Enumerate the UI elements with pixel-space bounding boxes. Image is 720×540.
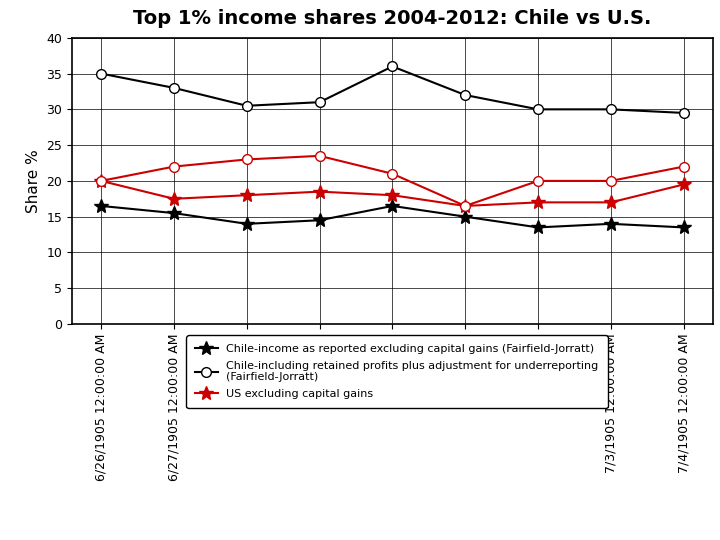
Chile-including retained profits plus adjustment for underreporting
(Fairfield-Jorratt)	[680, 110, 688, 116]
Legend: Chile-income as reported excluding capital gains (Fairfield-Jorratt), Chile-incl: Chile-income as reported excluding capit…	[186, 335, 608, 408]
Chile-income as reported excluding capital gains (Fairfield-Jorratt)	[315, 217, 324, 224]
Chile-including retained profits plus adjustment for underreporting
(Fairfield-Jorratt)	[534, 106, 542, 112]
Chile-income as reported excluding capital gains (Fairfield-Jorratt)	[606, 220, 615, 227]
Chile-including retained profits plus adjustment for underreporting
(Fairfield-Jorratt)	[170, 85, 179, 91]
Chile-including retained profits plus adjustment for underreporting
(Fairfield-Jorratt)	[606, 106, 615, 112]
US excluding capital gains	[315, 188, 324, 195]
Line: Chile-including retained profits plus adjustment for underreporting
(Fairfield-Jorratt): Chile-including retained profits plus ad…	[96, 62, 688, 118]
Chile-including retained profits plus adjustment for underreporting
(Fairfield-Jorratt)	[315, 99, 324, 105]
Chile-income as reported excluding capital gains (Fairfield-Jorratt)	[680, 224, 688, 231]
US excluding capital gains	[96, 178, 105, 184]
Chile-including retained profits plus adjustment for underreporting
(Fairfield-Jorratt)	[96, 70, 105, 77]
Line: Chile-income as reported excluding capital gains (Fairfield-Jorratt): Chile-income as reported excluding capit…	[94, 199, 690, 234]
US excluding capital gains	[461, 202, 469, 209]
Y-axis label: Share %: Share %	[26, 149, 41, 213]
US excluding capital gains	[680, 181, 688, 188]
US excluding capital gains	[606, 199, 615, 206]
US excluding capital gains	[388, 192, 397, 198]
Chile-income as reported excluding capital gains (Fairfield-Jorratt)	[534, 224, 542, 231]
Chile-including retained profits plus adjustment for underreporting
(Fairfield-Jorratt)	[243, 103, 251, 109]
Chile-income as reported excluding capital gains (Fairfield-Jorratt)	[243, 220, 251, 227]
Chile-income as reported excluding capital gains (Fairfield-Jorratt)	[461, 213, 469, 220]
US excluding capital gains	[534, 199, 542, 206]
Chile-including retained profits plus adjustment for underreporting
(Fairfield-Jorratt)	[388, 63, 397, 70]
Chile-including retained profits plus adjustment for underreporting
(Fairfield-Jorratt)	[461, 92, 469, 98]
Title: Top 1% income shares 2004-2012: Chile vs U.S.: Top 1% income shares 2004-2012: Chile vs…	[133, 9, 652, 28]
US excluding capital gains	[243, 192, 251, 198]
Chile-income as reported excluding capital gains (Fairfield-Jorratt)	[388, 202, 397, 209]
Chile-income as reported excluding capital gains (Fairfield-Jorratt)	[96, 202, 105, 209]
Line: US excluding capital gains: US excluding capital gains	[94, 174, 690, 213]
Chile-income as reported excluding capital gains (Fairfield-Jorratt)	[170, 210, 179, 217]
US excluding capital gains	[170, 195, 179, 202]
